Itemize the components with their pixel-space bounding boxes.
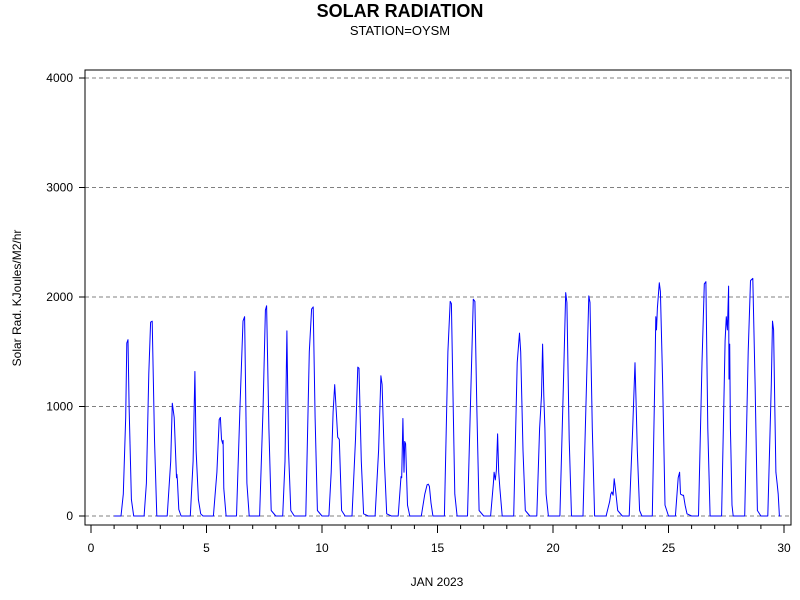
y-axis-label: Solar Rad. KJoules/M2/hr: [10, 230, 24, 367]
chart-subtitle: STATION=OYSM: [349, 23, 451, 38]
x-tick-label: 20: [546, 541, 560, 555]
series-line: [114, 277, 781, 517]
chart-title: SOLAR RADIATION: [316, 1, 484, 21]
y-tick-label: 3000: [46, 181, 73, 195]
x-tick-label: 25: [662, 541, 676, 555]
series-layer: [114, 277, 781, 517]
y-tick-label: 0: [66, 509, 73, 523]
axes: 0 1000 2000 3000 4000 0 5 10 15 20 25 30: [46, 71, 791, 555]
x-axis-label: JAN 2023: [411, 575, 464, 589]
y-tick-label: 1000: [46, 400, 73, 414]
x-tick-label: 10: [315, 541, 329, 555]
y-tick-label: 4000: [46, 71, 73, 85]
x-tick-label: 15: [431, 541, 445, 555]
x-tick-label: 30: [777, 541, 791, 555]
x-tick-label: 5: [203, 541, 210, 555]
x-tick-label: 0: [88, 541, 95, 555]
gridlines: [85, 77, 791, 517]
y-tick-label: 2000: [46, 290, 73, 304]
